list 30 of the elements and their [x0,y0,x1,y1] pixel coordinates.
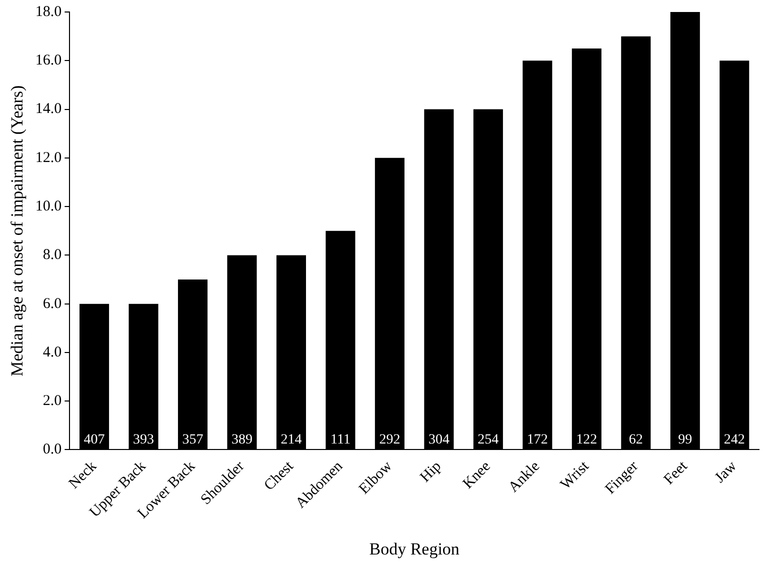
y-tick-label: 4.0 [42,344,62,360]
y-tick-label: 10.0 [35,198,62,214]
annotation: 407 [84,432,105,448]
annotation: 122 [576,432,598,448]
y-tick-label: 6.0 [42,296,62,312]
x-tick-label: Feet [661,458,692,488]
x-tick-label: Wrist [558,458,593,493]
y-tick-label: 18.0 [35,4,62,20]
annotation: 389 [231,432,252,448]
annotation: 214 [280,432,302,448]
annotation: 242 [724,432,745,448]
annotation: 357 [182,432,204,448]
x-tick-label: Jaw [712,458,740,486]
annotation: 111 [330,432,350,448]
x-tick-label: Hip [417,458,445,486]
annotation: 172 [526,432,548,448]
y-tick-label: 8.0 [42,247,62,264]
annotation: 99 [678,432,692,448]
x-axis-title: Body Region [369,539,460,558]
y-tick-label: 2.0 [42,393,62,410]
y-tick-label: 12.0 [35,150,62,166]
annotation: 62 [628,432,643,448]
y-tick-label: 14.0 [35,101,62,118]
annotation: 393 [133,432,154,448]
y-tick-label: 16.0 [35,52,62,69]
y-axis-title: Median age at onset of impairment (Years) [8,85,27,376]
annotation: 254 [478,432,499,448]
annotation: 304 [428,432,450,448]
annotation: 292 [379,432,400,448]
y-tick-label: 0.0 [42,442,62,458]
